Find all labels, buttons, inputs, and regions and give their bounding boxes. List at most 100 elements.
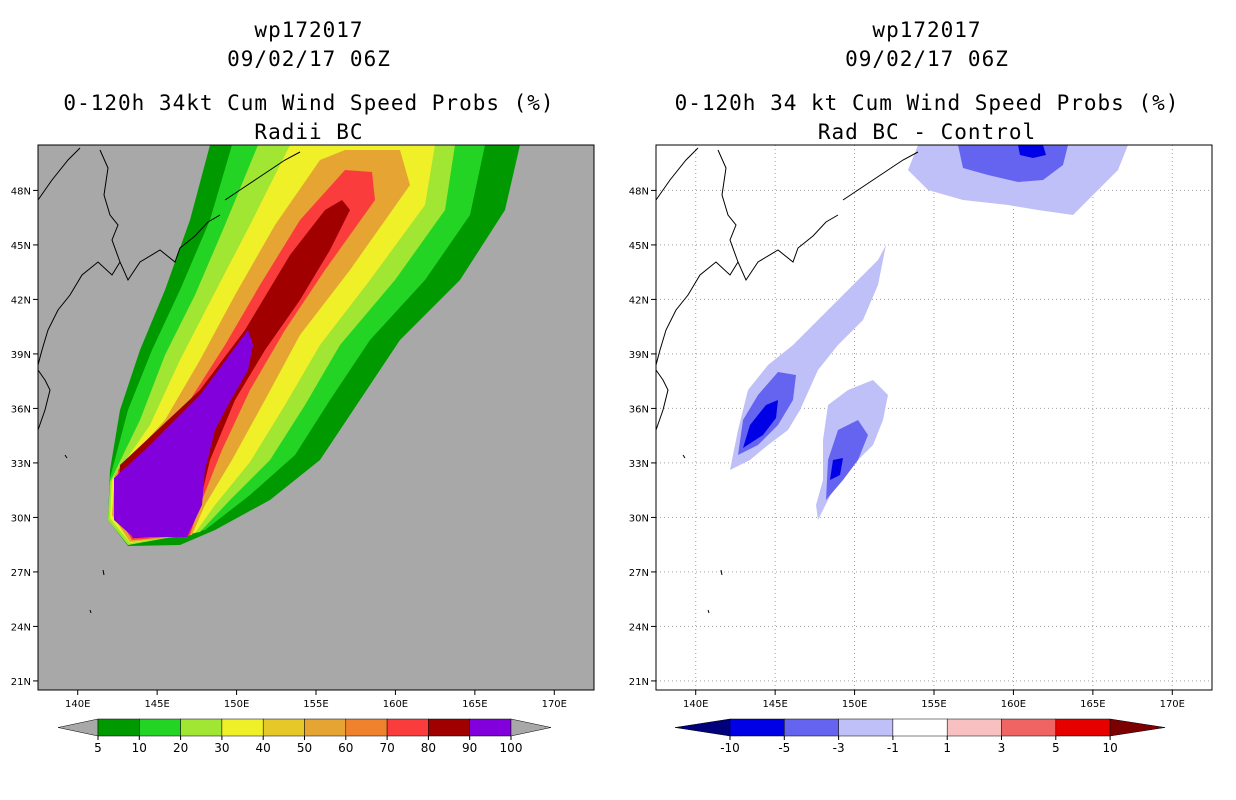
map-axes: 140E 145E 150E 155E 160E 165E 170E 48N 45N 42N 39N… — [629, 186, 1185, 710]
coastline — [37, 147, 301, 614]
colorbar-label: 5 — [1052, 741, 1060, 755]
contour-minus3-b — [826, 420, 868, 500]
colorbar-label: 30 — [214, 741, 229, 755]
colorbar-swatch — [304, 718, 347, 737]
colorbar-swatch — [729, 718, 785, 737]
colorbar-label: 40 — [256, 741, 271, 755]
lat-tick-label: 21N — [629, 677, 649, 688]
storm-id: wp172017 — [872, 18, 982, 42]
lat-tick-label: 48N — [629, 186, 649, 197]
colorbar-high-arrow — [1109, 718, 1166, 737]
contour-minus5-b — [830, 458, 843, 480]
colorbar-label: 20 — [173, 741, 188, 755]
map-frame — [37, 144, 595, 691]
colorbar-swatch — [180, 718, 223, 737]
contour-minus5-top — [1018, 145, 1046, 158]
lat-tick-label: 24N — [11, 622, 31, 633]
colorbar-label: 70 — [379, 741, 394, 755]
datetime: 09/02/17 06Z — [227, 47, 391, 71]
lon-tick-label: 140E — [683, 699, 708, 710]
lon-tick-label: 155E — [303, 699, 328, 710]
colorbar-label: 5 — [94, 741, 102, 755]
colorbar: -10 -5 -3 -1 1 3 5 10 — [674, 718, 1166, 755]
colorbar-low-arrow — [674, 718, 731, 737]
colorbar-label: -10 — [720, 741, 740, 755]
difference-map: 140E 145E 150E 155E 160E 165E 170E 48N 45N 42N 39N… — [629, 144, 1213, 755]
colorbar-label: -1 — [887, 741, 899, 755]
lat-tick-label: 45N — [11, 241, 31, 252]
colorbar-label: 3 — [998, 741, 1006, 755]
right-panel: wp172017 09/02/17 06Z 0-120h 34 kt Cum W… — [618, 0, 1236, 800]
lon-tick-label: 165E — [462, 699, 487, 710]
colorbar-swatch — [428, 718, 470, 737]
colorbar-swatch — [221, 718, 264, 737]
lat-tick-label: 42N — [11, 295, 31, 306]
lon-tick-label: 170E — [1160, 699, 1185, 710]
lat-tick-label: 30N — [11, 513, 31, 524]
colorbar: 5 10 20 30 40 50 60 70 80 90 100 — [57, 718, 552, 755]
map-frame — [655, 144, 1213, 691]
lat-tick-label: 30N — [629, 513, 649, 524]
colorbar-swatch — [784, 718, 839, 737]
lat-tick-label: 36N — [629, 404, 649, 415]
lat-tick-label: 33N — [11, 459, 31, 470]
lat-tick-label: 39N — [629, 350, 649, 361]
probability-map: 140E 145E 150E 155E 160E 165E 170E 48N 45N 42N 39N… — [11, 144, 595, 755]
lon-tick-label: 140E — [65, 699, 90, 710]
colorbar-swatch — [892, 718, 948, 737]
colorbar-label: 80 — [421, 741, 436, 755]
lon-tick-label: 150E — [842, 699, 867, 710]
colorbar-swatch — [386, 718, 429, 737]
lat-tick-label: 21N — [11, 677, 31, 688]
colorbar-label: 10 — [132, 741, 147, 755]
datetime: 09/02/17 06Z — [845, 47, 1009, 71]
colorbar-label: 50 — [297, 741, 312, 755]
colorbar-swatch — [469, 718, 512, 737]
colorbar-swatch — [946, 718, 1002, 737]
probability-contours — [108, 145, 520, 546]
colorbar-label: -3 — [833, 741, 845, 755]
colorbar-swatch — [262, 718, 305, 737]
colorbar-label: 100 — [500, 741, 523, 755]
lat-tick-label: 48N — [11, 186, 31, 197]
plot-subtitle: Radii BC — [254, 120, 364, 144]
plot-title: 0-120h 34 kt Cum Wind Speed Probs (%) — [674, 91, 1180, 115]
lat-tick-label: 33N — [629, 459, 649, 470]
difference-contours — [730, 145, 1128, 520]
lat-tick-label: 39N — [11, 350, 31, 361]
left-panel: wp172017 09/02/17 06Z 0-120h 34kt Cum Wi… — [11, 18, 595, 755]
colorbar-swatch — [838, 718, 894, 737]
lon-tick-label: 155E — [921, 699, 946, 710]
lon-tick-label: 160E — [1001, 699, 1026, 710]
colorbar-label: 90 — [462, 741, 477, 755]
contour-100 — [114, 330, 253, 537]
colorbar-swatch — [97, 718, 140, 737]
map-axes: 140E 145E 150E 155E 160E 165E 170E 48N 45N 42N 39N… — [11, 186, 567, 710]
colorbar-label: 10 — [1102, 741, 1117, 755]
lat-tick-label: 42N — [629, 295, 649, 306]
colorbar-swatch — [345, 718, 388, 737]
colorbar-swatch — [1001, 718, 1057, 737]
coastline — [655, 147, 919, 614]
colorbar-label: 60 — [338, 741, 353, 755]
lat-tick-label: 36N — [11, 404, 31, 415]
lon-tick-label: 150E — [224, 699, 249, 710]
colorbar-label: -5 — [778, 741, 790, 755]
lat-tick-label: 24N — [629, 622, 649, 633]
colorbar-label: 1 — [943, 741, 951, 755]
contour-minus5-a — [743, 400, 778, 448]
colorbar-swatch — [139, 718, 181, 737]
colorbar-swatch — [1055, 718, 1111, 737]
plot-subtitle: Rad BC - Control — [817, 120, 1037, 144]
lat-tick-label: 45N — [629, 241, 649, 252]
colorbar-high-arrow — [510, 718, 552, 737]
lon-tick-label: 145E — [144, 699, 169, 710]
lon-tick-label: 170E — [542, 699, 567, 710]
lon-tick-label: 165E — [1080, 699, 1105, 710]
plot-title: 0-120h 34kt Cum Wind Speed Probs (%) — [63, 91, 555, 115]
colorbar-low-arrow — [57, 718, 99, 737]
lat-tick-label: 27N — [11, 568, 31, 579]
lon-tick-label: 145E — [762, 699, 787, 710]
storm-id: wp172017 — [254, 18, 364, 42]
lon-tick-label: 160E — [383, 699, 408, 710]
